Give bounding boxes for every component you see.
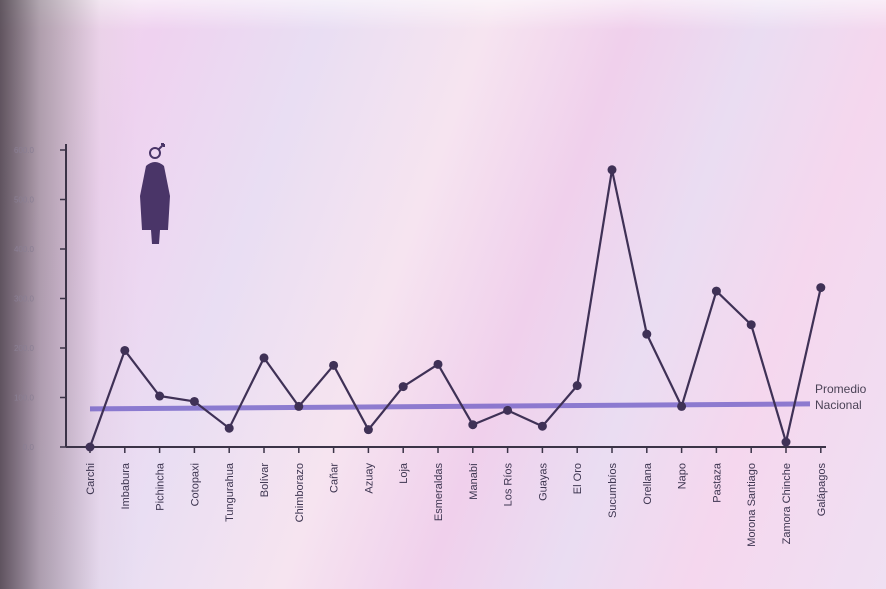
data-point	[120, 345, 130, 355]
series-line	[88, 168, 822, 448]
category-label: Morona Santiago	[746, 463, 758, 547]
data-point	[433, 359, 443, 369]
reference-label-line2: Nacional	[815, 398, 862, 412]
data-point	[85, 442, 95, 452]
category-label: Cotopaxi	[189, 463, 201, 506]
category-label: Carchi	[85, 463, 97, 495]
category-label: Cañar	[329, 463, 341, 493]
category-label: Los Ríos	[503, 463, 515, 507]
data-point	[537, 421, 547, 431]
data-point	[363, 425, 373, 435]
category-label: Galápagos	[816, 463, 828, 517]
category-label: Manabí	[468, 463, 480, 500]
category-label: Bolívar	[259, 463, 271, 498]
data-point	[607, 165, 617, 175]
y-tick-label: 600.0	[14, 146, 35, 155]
data-point	[155, 391, 165, 401]
category-label: Napo	[677, 463, 689, 489]
data-point	[642, 329, 652, 339]
data-point	[503, 405, 513, 415]
data-point	[677, 401, 687, 411]
y-tick-label: 300.0	[14, 295, 35, 304]
category-label: Loja	[398, 462, 410, 484]
category-label: Pichincha	[155, 462, 167, 511]
y-tick-label: 200.0	[14, 344, 35, 353]
y-tick-label: 100.0	[14, 394, 35, 403]
category-label: Esmeraldas	[433, 463, 445, 522]
data-point	[398, 382, 408, 392]
reference-label-line1: Promedio	[815, 382, 867, 396]
national-average-line	[89, 401, 811, 412]
data-point	[189, 396, 199, 406]
category-label: Imbabura	[120, 462, 132, 509]
data-point	[816, 283, 826, 293]
y-tick-label: 500.0	[14, 196, 35, 205]
data-point	[572, 381, 582, 391]
category-label: Azuay	[363, 463, 375, 494]
y-tick-label: 400.0	[14, 245, 35, 254]
category-label: El Oro	[572, 463, 584, 494]
data-point	[781, 437, 791, 447]
category-label: Zamora Chinche	[781, 463, 793, 544]
data-point	[711, 286, 721, 296]
data-point	[294, 401, 304, 411]
category-label: Orellana	[642, 462, 654, 504]
female-figure-icon	[140, 143, 170, 244]
category-label: Pastaza	[711, 462, 723, 503]
data-point	[746, 320, 756, 330]
category-label: Sucumbíos	[607, 463, 619, 519]
data-point	[224, 423, 234, 433]
category-label: Guayas	[537, 463, 549, 501]
data-point	[468, 420, 478, 430]
category-label: Tungurahua	[224, 462, 236, 522]
data-point	[329, 360, 339, 370]
data-point	[259, 353, 269, 363]
category-label: Chimborazo	[294, 463, 306, 522]
y-tick-label: 0.0	[23, 443, 35, 452]
